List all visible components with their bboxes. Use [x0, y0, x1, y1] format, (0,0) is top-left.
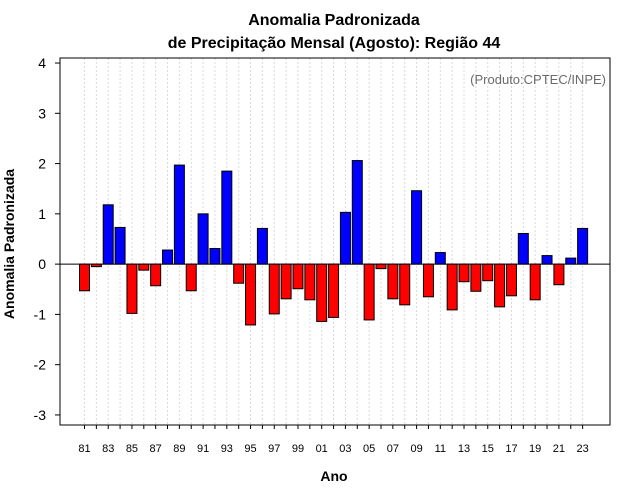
bar-94	[233, 263, 245, 284]
x-tick-label: 99	[292, 443, 304, 455]
y-axis-title: Anomalia Padronizada	[1, 169, 17, 319]
bar-16	[494, 263, 506, 308]
bar-95	[245, 263, 257, 326]
y-tick-label: 0	[38, 256, 46, 272]
y-tick-label: 1	[38, 206, 46, 222]
y-axis: -3 -2 -1 0 1 2 3 4	[34, 55, 60, 423]
x-tick-label: 83	[102, 443, 114, 455]
bar-08	[399, 263, 411, 306]
x-tick-label: 87	[150, 443, 162, 455]
x-tick-label: 95	[244, 443, 256, 455]
bar-84	[114, 226, 126, 265]
x-tick-label: 97	[268, 443, 280, 455]
bar-99	[292, 263, 304, 290]
bar-09	[411, 190, 423, 265]
y-tick-label: -1	[34, 306, 47, 322]
bar-88	[162, 249, 174, 265]
bar-02	[328, 263, 340, 318]
x-tick-label: 13	[458, 443, 470, 455]
x-tick-label: 93	[221, 443, 233, 455]
bar-07	[387, 263, 399, 300]
bar-14	[470, 263, 482, 292]
y-tick-label: 4	[38, 55, 46, 71]
bar-15	[482, 263, 494, 282]
bar-19	[529, 263, 541, 301]
x-tick-label: 17	[505, 443, 517, 455]
bar-12	[446, 263, 458, 311]
bar-03	[339, 211, 351, 265]
bar-91	[197, 213, 209, 265]
x-tick-label: 01	[316, 443, 328, 455]
bar-96	[256, 227, 268, 265]
bar-81	[79, 263, 90, 292]
x-tick-label: 91	[197, 443, 209, 455]
y-tick-label: -2	[34, 357, 47, 373]
bar-92	[209, 248, 221, 265]
x-tick-label: 21	[553, 443, 565, 455]
x-tick-label: 19	[529, 443, 541, 455]
bar-89	[173, 164, 185, 265]
bar-97	[268, 263, 280, 315]
bars	[79, 160, 589, 326]
x-tick-label: 23	[576, 443, 588, 455]
bar-86	[138, 263, 150, 271]
bar-22	[565, 257, 577, 265]
bar-83	[102, 204, 114, 265]
x-tick-label: 11	[435, 443, 446, 455]
bar-98	[280, 263, 292, 300]
bar-06	[375, 263, 387, 270]
x-axis-title: Ano	[320, 468, 347, 484]
x-tick-label: 09	[410, 443, 422, 455]
x-tick-label: 03	[339, 443, 351, 455]
bar-18	[517, 232, 529, 265]
x-tick-label: 15	[482, 443, 494, 455]
chart-title-line-1: Anomalia Padronizada	[248, 12, 420, 29]
bar-13	[458, 263, 470, 283]
x-tick-label: 81	[78, 443, 90, 455]
bar-04	[351, 160, 363, 265]
bar-20	[541, 255, 553, 265]
bar-90	[185, 263, 197, 292]
bar-87	[150, 263, 162, 287]
x-tick-label: 07	[387, 443, 399, 455]
bar-93	[221, 170, 233, 265]
x-tick-label: 05	[363, 443, 375, 455]
bar-11	[434, 252, 446, 265]
source-annotation: (Produto:CPTEC/INPE)	[470, 72, 606, 87]
grid	[84, 58, 584, 425]
bar-00	[304, 263, 316, 301]
bar-85	[126, 263, 138, 314]
y-tick-label: 3	[38, 105, 46, 121]
bar-17	[505, 263, 517, 297]
x-axis: 81 83 85 87 89 91 93 95 97 99 01 03 05 07 09 11 13 15 17 19…	[78, 425, 589, 455]
y-tick-label: -3	[34, 407, 47, 423]
x-tick-label: 89	[173, 443, 185, 455]
y-tick-label: 2	[38, 156, 46, 172]
chart-title-line-2: de Precipitação Mensal (Agosto): Região …	[168, 35, 501, 52]
plot-frame	[59, 57, 611, 426]
x-tick-label: 85	[126, 443, 138, 455]
bar-01	[316, 263, 328, 322]
bar-21	[553, 263, 565, 286]
bar-10	[422, 263, 434, 298]
bar-05	[363, 263, 375, 321]
bar-23	[577, 227, 589, 265]
